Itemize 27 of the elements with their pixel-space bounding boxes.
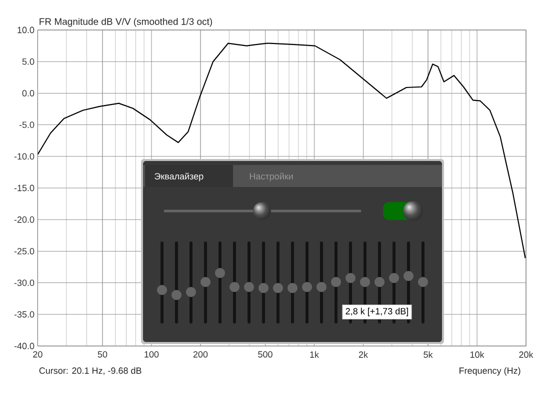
y-tick-label: -20.0 [14,216,34,223]
x-tick-label: 20k [519,351,534,358]
annotation: Эквалайзер [154,172,204,182]
y-tick-label: -25.0 [14,248,34,254]
x-tick-label: 500 [258,351,272,358]
x-tick-label: 10k [470,351,484,358]
chart-title: FR Magnitude dB V/V (smoothed 1/3 oct) [40,18,212,27]
annotation: 2,8 k [+1,73 dB] [346,308,408,316]
x-tick-label: 2k [358,351,368,358]
y-tick-label: -5.0 [19,122,34,128]
y-tick-label: -10.0 [14,153,34,160]
x-tick-label: 200 [193,351,208,358]
y-tick-label: -15.0 [14,184,34,192]
text: Cursor: 20.1 Hz, -9.68 dB [39,367,142,375]
annotation: Настройки [250,172,293,182]
y-tick-label: -40.0 [14,342,34,350]
y-tick-label: 0.0 [22,90,34,96]
x-axis-title: Frequency (Hz) [460,367,520,376]
y-tick-label: 5.0 [22,58,34,65]
y-tick-label: -30.0 [14,280,34,286]
x-tick-label: 50 [98,351,108,358]
y-tick-label: -35.0 [14,311,34,318]
x-tick-label: 5k [424,351,433,358]
y-tick-label: 10.0 [18,26,34,34]
x-tick-label: 100 [144,351,159,358]
x-tick-label: 20 [33,351,42,358]
x-tick-label: 1k [310,351,320,358]
